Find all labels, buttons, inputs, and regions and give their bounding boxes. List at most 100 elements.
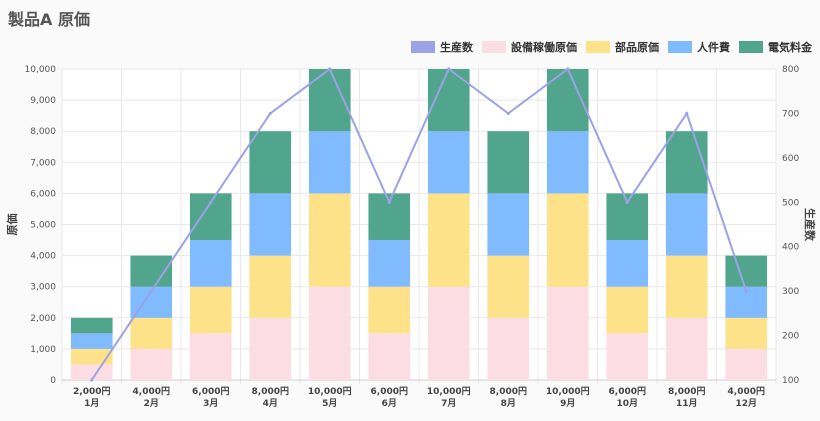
- x-tick-label: 10月: [616, 398, 638, 409]
- x-tick-label: 6,000円: [609, 386, 646, 397]
- line-point: [744, 289, 748, 293]
- bar-3: [546, 131, 589, 194]
- x-tick-label: 8,000円: [490, 386, 527, 397]
- bar-3: [606, 240, 649, 287]
- bar-3: [70, 333, 113, 349]
- x-tick-label: 2月: [144, 398, 159, 409]
- bar-3: [189, 240, 232, 287]
- y2-tick-label: 700: [782, 109, 799, 119]
- x-tick-label: 9月: [560, 398, 575, 409]
- bar-1: [249, 317, 292, 380]
- x-tick-label: 10,000円: [427, 386, 471, 397]
- bar-1: [725, 348, 768, 380]
- bar-1: [70, 364, 113, 380]
- bar-1: [665, 317, 708, 380]
- bar-4: [70, 317, 113, 334]
- bar-4: [665, 131, 708, 194]
- chart-title: 製品A 原価: [8, 10, 90, 29]
- bar-1: [546, 286, 589, 380]
- bar-2: [70, 348, 113, 365]
- line-point: [625, 200, 629, 204]
- x-tick-label: 8,000円: [668, 386, 705, 397]
- x-tick-label: 11月: [676, 398, 698, 409]
- legend-label: 部品原価: [615, 40, 659, 54]
- line-point: [90, 378, 94, 382]
- bar-2: [487, 255, 530, 318]
- y-tick-label: 3,000: [30, 283, 56, 293]
- y2-tick-label: 400: [782, 243, 799, 253]
- line-point: [387, 200, 391, 204]
- bar-4: [725, 255, 768, 287]
- y2-tick-label: 300: [782, 287, 799, 297]
- y-tick-label: 8,000: [30, 127, 56, 137]
- bar-2: [427, 193, 470, 287]
- bar-1: [368, 333, 411, 380]
- x-tick-label: 6,000円: [192, 386, 229, 397]
- x-tick-label: 6月: [382, 398, 397, 409]
- y-tick-label: 5,000: [30, 221, 56, 231]
- bar-2: [130, 317, 173, 349]
- x-tick-label: 3月: [203, 398, 218, 409]
- x-tick-label: 12月: [735, 398, 757, 409]
- bar-1: [130, 348, 173, 380]
- bar-4: [249, 131, 292, 194]
- y2-tick-label: 600: [782, 154, 799, 164]
- x-tick-label: 10,000円: [546, 386, 590, 397]
- x-tick-label: 2,000円: [73, 386, 110, 397]
- bar-1: [606, 333, 649, 380]
- line-series: [90, 67, 748, 381]
- bar-3: [308, 131, 351, 194]
- y-axis-title: 原価: [5, 214, 19, 236]
- y-tick-label: 7,000: [30, 158, 56, 168]
- y-tick-label: 9,000: [30, 96, 56, 106]
- bar-2: [725, 317, 768, 349]
- bar-2: [665, 255, 708, 318]
- bar-2: [249, 255, 292, 318]
- y2-tick-label: 200: [782, 332, 799, 342]
- y-tick-label: 4,000: [30, 252, 56, 262]
- x-tick-label: 1月: [84, 398, 99, 409]
- y2-tick-label: 800: [782, 65, 799, 75]
- legend-label: 設備稼働原価: [511, 40, 577, 54]
- legend-label: 生産数: [440, 40, 474, 54]
- legend-swatch: [586, 41, 610, 53]
- bar-4: [189, 193, 232, 241]
- y-tick-label: 1,000: [30, 345, 56, 355]
- x-tick-label: 4,000円: [728, 386, 765, 397]
- legend-swatch: [482, 41, 506, 53]
- x-tick-label: 4,000円: [133, 386, 170, 397]
- x-tick-label: 10,000円: [308, 386, 352, 397]
- x-tick-label: 7月: [441, 398, 456, 409]
- bar-2: [606, 286, 649, 334]
- x-tick-label: 8月: [501, 398, 516, 409]
- line-point: [685, 111, 689, 116]
- bar-2: [189, 286, 232, 334]
- bar-1: [487, 317, 530, 380]
- bar-4: [487, 131, 530, 194]
- x-tick-label: 4月: [263, 398, 278, 409]
- line-point: [506, 111, 510, 116]
- y-tick-label: 10,000: [25, 65, 57, 75]
- bar-1: [308, 286, 351, 380]
- line-point: [209, 200, 213, 204]
- x-tick-label: 8,000円: [252, 386, 289, 397]
- y2-tick-label: 100: [782, 376, 799, 386]
- bar-3: [427, 131, 470, 194]
- y-tick-label: 0: [50, 376, 56, 386]
- y-tick-label: 6,000: [30, 189, 56, 199]
- y2-axis-title: 生産数: [803, 208, 817, 242]
- line-point: [149, 289, 153, 293]
- legend-label: 人件費: [697, 40, 730, 54]
- bar-3: [368, 240, 411, 287]
- legend-swatch: [739, 41, 763, 53]
- bar-3: [487, 193, 530, 256]
- line-point: [566, 67, 570, 71]
- legend-swatch: [668, 41, 692, 53]
- bar-1: [189, 333, 232, 380]
- bar-3: [249, 193, 292, 256]
- line-point: [328, 67, 332, 71]
- bar-2: [546, 193, 589, 287]
- bar-3: [665, 193, 708, 256]
